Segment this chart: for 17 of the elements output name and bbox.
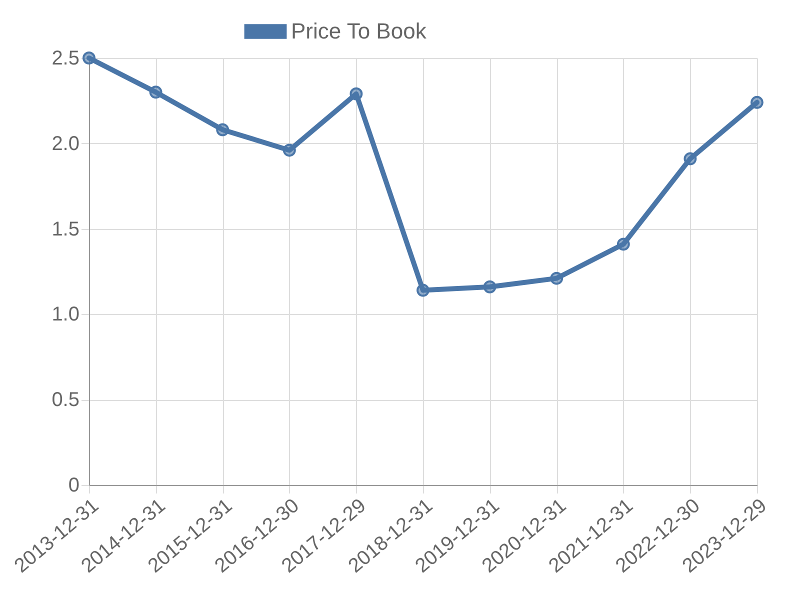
y-tick-label: 1.5 — [52, 218, 80, 240]
point — [149, 86, 162, 99]
y-tick-label: 0 — [68, 474, 80, 496]
point — [282, 144, 296, 157]
point — [684, 152, 697, 166]
point — [416, 284, 430, 297]
y-tick-label: 1.0 — [52, 304, 80, 326]
y-tick-label: 2.5 — [52, 48, 80, 70]
point — [616, 238, 630, 251]
point — [216, 123, 230, 136]
y-tick-label: 0.5 — [52, 389, 80, 412]
point — [350, 87, 363, 100]
legend-label: Price To Book — [291, 18, 428, 44]
point — [750, 96, 764, 109]
y-tick-label: 2.0 — [52, 132, 80, 155]
point — [483, 280, 496, 294]
point — [550, 272, 564, 285]
